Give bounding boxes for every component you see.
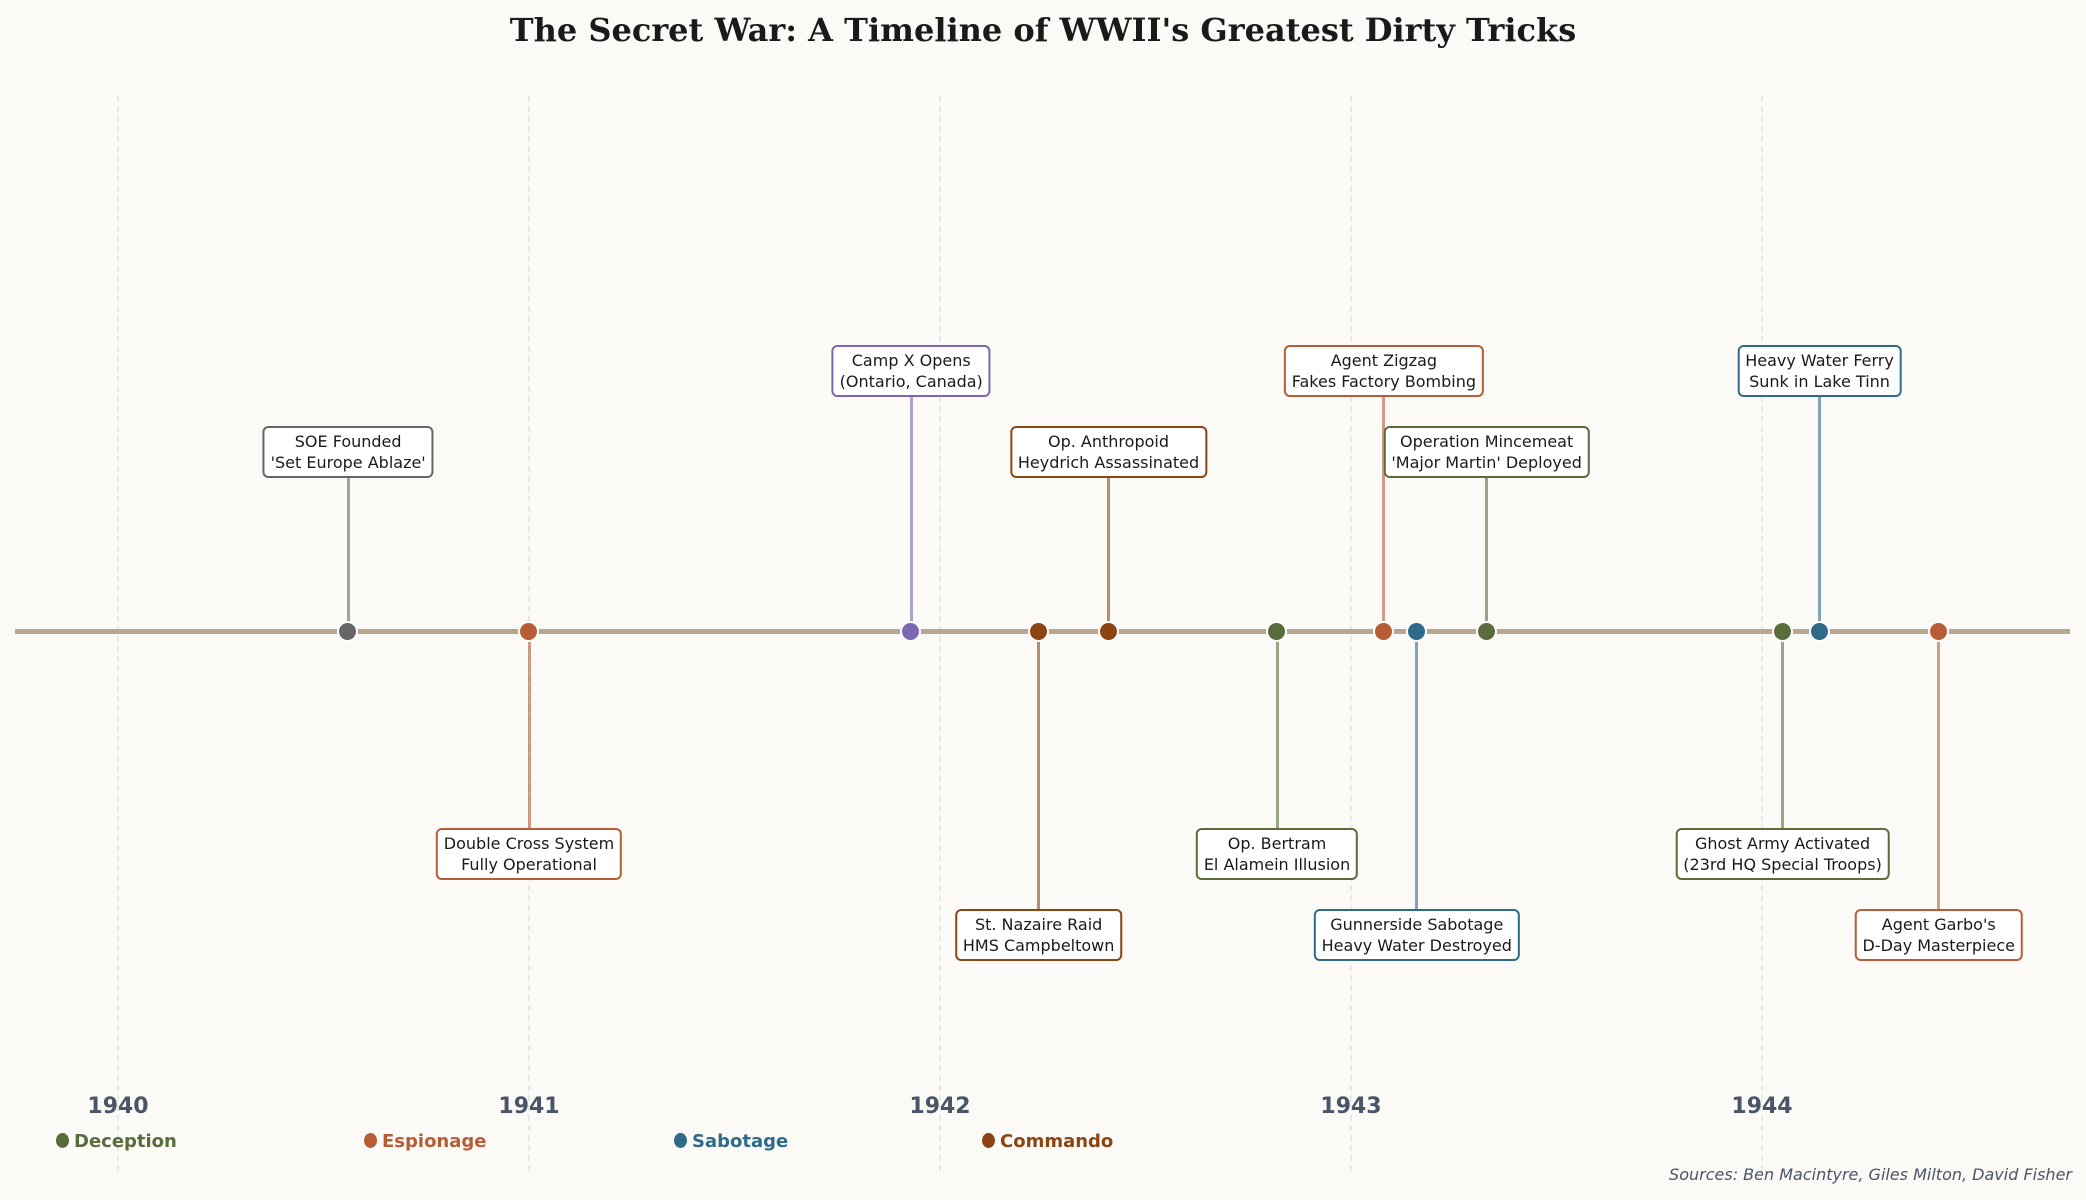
event-label: Agent Garbo's D-Day Masterpiece	[1854, 909, 2023, 961]
event-stem	[909, 389, 913, 632]
event-label-line2: 'Major Martin' Deployed	[1391, 453, 1582, 472]
event-label-line1: Agent Zigzag	[1330, 351, 1438, 370]
event-label-line2: 'Set Europe Ablaze'	[270, 453, 426, 472]
year-label-1944: 1944	[1731, 1094, 1793, 1119]
year-label-1943: 1943	[1320, 1094, 1382, 1119]
legend-dot-icon	[364, 1133, 377, 1148]
event-label-line2: (23rd HQ Special Troops)	[1683, 855, 1882, 874]
event-marker[interactable]	[1097, 621, 1119, 642]
event-stem	[1382, 389, 1386, 632]
event-stem	[1485, 470, 1489, 632]
legend-dot-icon	[56, 1133, 69, 1148]
chart-title: The Secret War: A Timeline of WWII's Gre…	[509, 11, 1577, 49]
event-stem	[1037, 632, 1041, 913]
event-label-line1: Op. Bertram	[1227, 834, 1327, 853]
event-stem	[1781, 632, 1785, 832]
legend-item-deception: Deception	[56, 1131, 177, 1152]
event-label: Camp X Opens (Ontario, Canada)	[831, 345, 991, 397]
event-label: Double Cross System Fully Operational	[435, 828, 623, 880]
event-stem	[1107, 470, 1110, 632]
legend-label: Commando	[1000, 1131, 1114, 1152]
event-label-line1: Agent Garbo's	[1881, 915, 1996, 934]
event-label: Operation Mincemeat 'Major Martin' Deploy…	[1383, 426, 1590, 478]
event-marker[interactable]	[900, 621, 922, 642]
legend-label: Sabotage	[692, 1131, 789, 1152]
legend-item-espionage: Espionage	[364, 1131, 486, 1152]
event-marker[interactable]	[1927, 621, 1949, 642]
sources-note: Sources: Ben Macintyre, Giles Milton, Da…	[1669, 1165, 2072, 1184]
event-marker[interactable]	[1266, 621, 1288, 642]
legend-item-sabotage: Sabotage	[674, 1131, 788, 1152]
event-label-line1: Gunnerside Sabotage	[1330, 915, 1504, 934]
event-stem	[346, 470, 350, 632]
legend-item-commando: Commando	[982, 1131, 1113, 1152]
event-label-line2: Sunk in Lake Tinn	[1749, 372, 1890, 391]
event-label: Op. Bertram El Alamein Illusion	[1195, 828, 1359, 880]
event-label: SOE Founded 'Set Europe Ablaze'	[262, 426, 434, 478]
event-label: Ghost Army Activated (23rd HQ Special Tro…	[1675, 828, 1890, 880]
event-label-line2: D-Day Masterpiece	[1862, 936, 2015, 955]
event-stem	[527, 632, 531, 832]
year-label-1942: 1942	[909, 1094, 971, 1119]
year-label-1941: 1941	[498, 1094, 560, 1119]
year-label-1940: 1940	[87, 1094, 149, 1119]
event-label-line2: El Alamein Illusion	[1203, 855, 1351, 874]
legend-dot-icon	[674, 1133, 687, 1148]
event-label-line1: St. Nazaire Raid	[974, 915, 1103, 934]
event-marker[interactable]	[1475, 621, 1497, 642]
event-label-line2: Fakes Factory Bombing	[1291, 372, 1477, 391]
legend-label: Deception	[74, 1131, 177, 1152]
event-marker[interactable]	[1808, 621, 1830, 642]
event-stem	[1415, 632, 1419, 913]
event-label: Gunnerside Sabotage Heavy Water Destroyed	[1313, 909, 1520, 961]
event-stem	[1275, 632, 1279, 832]
event-label-line1: Double Cross System	[443, 834, 615, 853]
event-label-line1: SOE Founded	[294, 432, 402, 451]
event-label: Heavy Water Ferry Sunk in Lake Tinn	[1737, 345, 1902, 397]
event-stem	[1818, 389, 1822, 632]
event-label-line2: HMS Campbeltown	[962, 936, 1115, 955]
event-label-line2: Heydrich Assassinated	[1017, 453, 1200, 472]
event-label-line2: (Ontario, Canada)	[839, 372, 983, 391]
legend-label: Espionage	[382, 1131, 487, 1152]
event-stem	[1937, 632, 1941, 913]
event-label-line1: Heavy Water Ferry	[1745, 351, 1894, 370]
event-label: Op. Anthropoid Heydrich Assassinated	[1009, 426, 1208, 478]
event-label-line1: Operation Mincemeat	[1400, 432, 1574, 451]
event-label: Agent Zigzag Fakes Factory Bombing	[1283, 345, 1485, 397]
event-label-line1: Camp X Opens	[851, 351, 971, 370]
event-label-line1: Ghost Army Activated	[1694, 834, 1871, 853]
event-marker[interactable]	[1405, 621, 1427, 642]
event-label: St. Nazaire Raid HMS Campbeltown	[954, 909, 1123, 961]
event-marker[interactable]	[1372, 621, 1394, 642]
event-marker[interactable]	[337, 621, 359, 642]
event-marker[interactable]	[1027, 621, 1049, 642]
event-marker[interactable]	[518, 621, 539, 642]
event-label-line2: Heavy Water Destroyed	[1321, 936, 1512, 955]
legend-dot-icon	[982, 1133, 995, 1148]
event-label-line2: Fully Operational	[461, 855, 597, 874]
event-marker[interactable]	[1771, 621, 1793, 642]
event-label-line1: Op. Anthropoid	[1048, 432, 1169, 451]
